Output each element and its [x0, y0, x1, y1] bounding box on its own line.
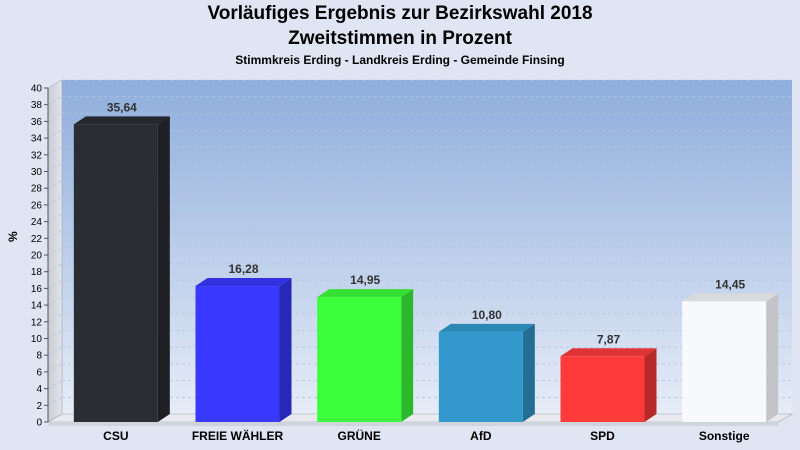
y-tick-label: 18 [31, 267, 43, 278]
y-tick-label: 32 [31, 150, 43, 161]
bar [317, 297, 402, 422]
y-tick-label: 6 [36, 367, 42, 378]
gridline-side [47, 229, 63, 239]
y-tick-label: 28 [31, 184, 43, 195]
bar-side [522, 323, 535, 422]
bar-side [644, 348, 657, 422]
bar-side [157, 116, 170, 422]
bar [560, 356, 645, 422]
x-tick-label: GRÜNE [337, 428, 380, 443]
bar-side [279, 278, 292, 422]
bar [682, 301, 767, 422]
y-tick-label: 34 [31, 134, 43, 145]
gridline-side [47, 396, 63, 406]
y-tick-label: 22 [31, 234, 43, 245]
y-tick-label: 40 [31, 84, 43, 95]
data-label: 14,45 [715, 277, 745, 291]
data-label: 7,87 [597, 332, 621, 346]
y-tick-label: 2 [36, 401, 42, 412]
y-tick-label: 30 [31, 167, 43, 178]
bar [438, 331, 523, 422]
y-tick-label: 14 [31, 301, 43, 312]
x-tick-label: AfD [470, 429, 492, 443]
gridline-side [47, 213, 63, 222]
y-tick-label: 12 [31, 317, 43, 328]
bar-side [766, 293, 779, 422]
data-label: 16,28 [228, 262, 258, 276]
gridline-side [47, 313, 63, 323]
x-tick-label: FREIE WÄHLER [192, 428, 284, 443]
gridline-side [47, 380, 63, 389]
bar-top [560, 348, 657, 357]
gridline-side [47, 163, 63, 172]
gridline-side [47, 146, 63, 156]
gridline-side [47, 79, 63, 89]
gridline-side [47, 263, 63, 273]
y-tick-label: 8 [36, 351, 42, 362]
x-tick-label: Sonstige [699, 429, 750, 443]
gridline-side [47, 280, 63, 289]
y-tick-label: 36 [31, 117, 43, 128]
y-tick-label: 20 [31, 251, 43, 262]
gridline-side [47, 129, 63, 139]
y-tick-label: 38 [31, 100, 43, 111]
y-tick-label: 26 [31, 200, 43, 211]
gridline-side [47, 346, 63, 356]
y-tick-label: 4 [36, 384, 42, 395]
bar-top [438, 323, 535, 332]
y-tick-label: 10 [31, 334, 43, 345]
bar-side [401, 289, 414, 422]
chart-title-line1: Vorläufiges Ergebnis zur Bezirkswahl 201… [207, 3, 593, 24]
y-tick-label: 16 [31, 284, 43, 295]
plot-floor-edge [48, 422, 778, 426]
gridline-side [47, 196, 63, 206]
gridline-side [47, 296, 63, 306]
bar [195, 286, 280, 422]
data-label: 10,80 [472, 308, 502, 322]
bar-top [73, 116, 170, 125]
y-tick-label: 0 [36, 418, 42, 429]
data-label: 35,64 [107, 100, 137, 114]
gridline-side [47, 113, 63, 122]
chart-subtitle: Stimmkreis Erding - Landkreis Erding - G… [235, 53, 565, 67]
bar-top [195, 278, 292, 287]
bar-top [682, 293, 779, 302]
bar [73, 124, 158, 422]
gridline-side [47, 179, 63, 189]
gridline-side [47, 330, 63, 339]
x-tick-label: CSU [103, 429, 128, 443]
bar-top [317, 289, 414, 298]
data-label: 14,95 [350, 273, 380, 287]
y-tick-label: 24 [31, 217, 43, 228]
x-tick-label: SPD [590, 429, 615, 443]
gridline-side [47, 246, 63, 256]
gridline-side [47, 96, 63, 106]
chart-title-line2: Zweitstimmen in Prozent [288, 28, 512, 49]
gridline-side [47, 363, 63, 373]
